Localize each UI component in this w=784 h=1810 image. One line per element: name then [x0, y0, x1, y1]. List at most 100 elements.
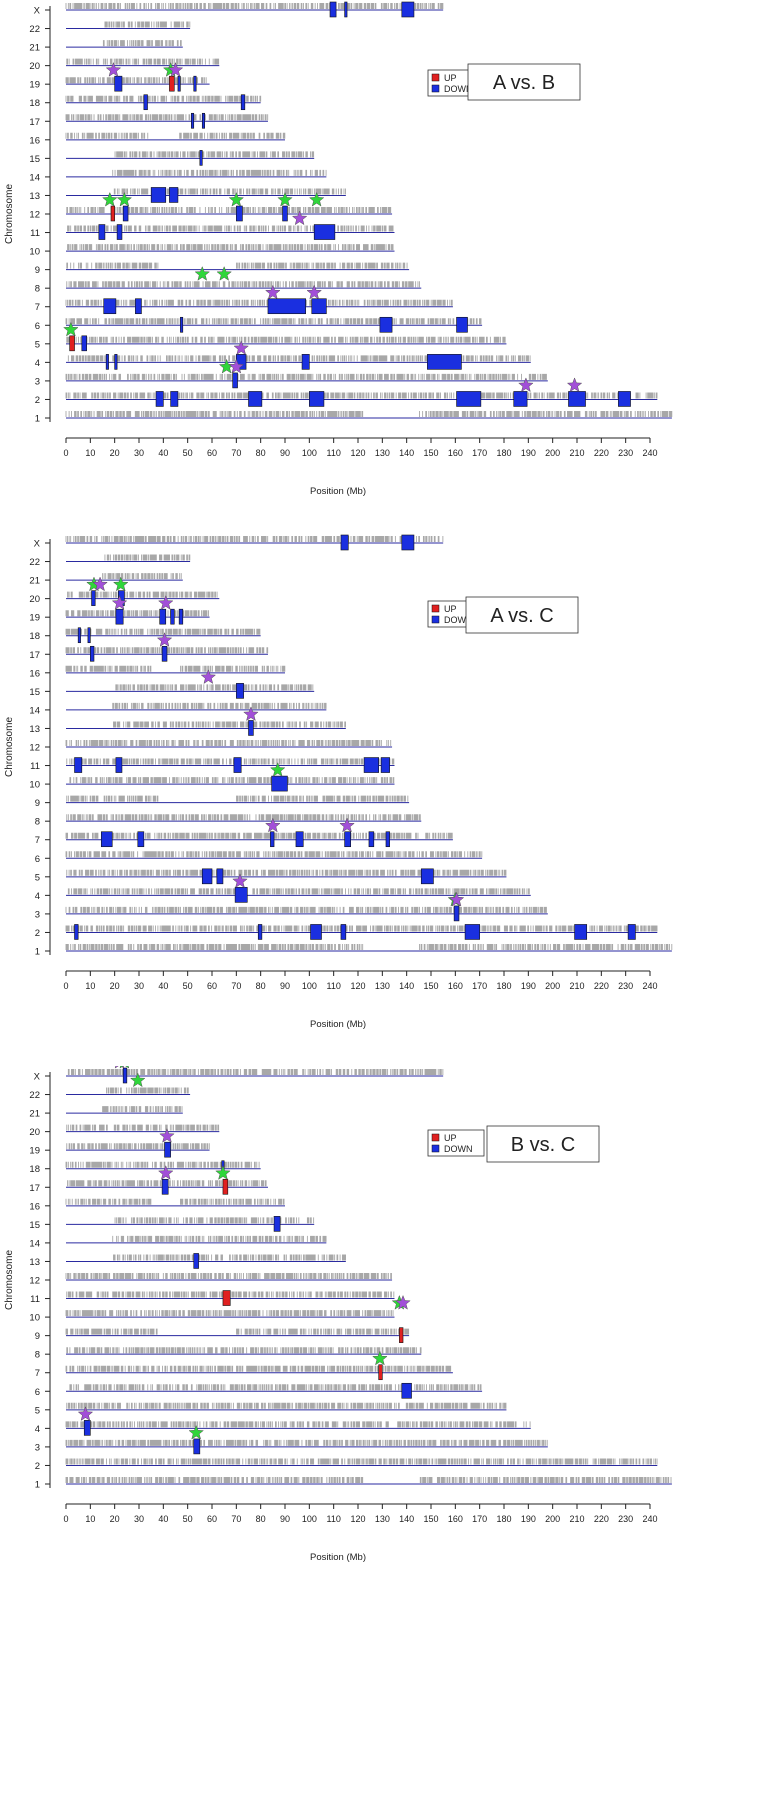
x-tick-label: 20: [110, 448, 120, 458]
region-down-chr6: [456, 316, 468, 333]
chromosome-track-3: [65, 373, 548, 382]
x-tick-label: 200: [545, 448, 560, 458]
region-down-chrX: [122, 1067, 128, 1084]
x-tick-label: 130: [375, 448, 390, 458]
y-tick-label: 18: [29, 98, 40, 109]
probe-ticks: [66, 1143, 210, 1150]
chromosome-track-1: [65, 1477, 672, 1485]
chromosome-track-6: [66, 1384, 483, 1392]
x-tick-label: 180: [496, 1514, 511, 1524]
probe-ticks: [65, 851, 483, 858]
probe-ticks: [65, 944, 673, 950]
chromosome-track-13: [66, 1254, 346, 1262]
region-down-chr4: [114, 354, 118, 370]
region-down-chr11: [98, 224, 106, 240]
star-green-chr12: [102, 191, 118, 207]
x-tick-label: 120: [350, 981, 365, 991]
y-tick-label: 19: [29, 1146, 40, 1157]
region-up-chr11: [222, 1290, 231, 1306]
star-purple-chr20: [92, 576, 108, 592]
y-tick-label: 21: [29, 43, 40, 54]
probe-ticks: [66, 1402, 507, 1409]
x-tick-label: 110: [326, 981, 340, 991]
y-tick-label: 6: [35, 1387, 40, 1398]
chromosome-track-20: [66, 591, 220, 600]
x-tick-label: 210: [569, 1514, 584, 1524]
probe-ticks: [65, 647, 269, 654]
region-up-chr7: [378, 1364, 383, 1381]
probe-ticks: [65, 1365, 452, 1372]
x-tick-label: 0: [63, 448, 68, 458]
legend-swatch-up: [431, 1133, 440, 1142]
region-up-chr5: [69, 335, 75, 352]
star-purple-chr13: [243, 706, 259, 722]
y-tick-label: 16: [29, 1201, 40, 1212]
x-tick-label: 170: [472, 1514, 487, 1524]
chromosome-track-12: [65, 740, 393, 748]
y-tick-label: 14: [29, 1238, 40, 1249]
probe-ticks: [66, 1124, 220, 1131]
x-tick-label: 150: [423, 981, 438, 991]
x-axis-label: Position (Mb): [310, 486, 366, 497]
region-down-chr2: [627, 924, 636, 940]
x-tick-label: 40: [158, 1514, 168, 1524]
chromosome-track-12: [65, 1273, 393, 1281]
y-tick-label: 20: [29, 61, 40, 72]
chromosome-track-15: [66, 684, 315, 692]
y-tick-label: 22: [29, 24, 40, 35]
probe-ticks: [65, 3, 444, 9]
region-down-chr19: [115, 608, 124, 625]
y-tick-label: 19: [29, 613, 40, 624]
x-tick-label: 30: [134, 1514, 144, 1524]
y-tick-label: 13: [29, 724, 40, 735]
region-down-chr2: [618, 391, 631, 407]
y-tick-label: 13: [29, 1257, 40, 1268]
y-tick-label: 4: [35, 891, 40, 902]
y-tick-label: 9: [35, 1331, 40, 1342]
region-down-chr2: [309, 391, 325, 407]
probe-ticks: [65, 1273, 392, 1279]
x-tick-label: 30: [134, 981, 144, 991]
probe-ticks: [65, 1477, 672, 1483]
x-tick-label: 40: [158, 448, 168, 458]
region-down-chr5: [216, 868, 224, 885]
region-down-chr7: [368, 831, 375, 848]
probe-ticks: [65, 832, 453, 839]
x-tick-label: 100: [302, 1514, 317, 1524]
chromosome-track-X: [65, 3, 444, 11]
star-green-chr8: [194, 265, 211, 281]
x-tick-label: 50: [183, 448, 193, 458]
y-axis-label: Chromosome: [4, 1250, 15, 1310]
chromosome-track-7: [65, 299, 453, 308]
y-tick-label: 8: [35, 284, 40, 295]
x-tick-label: 130: [375, 981, 390, 991]
y-tick-label: 7: [35, 302, 40, 313]
probe-ticks: [114, 151, 315, 158]
region-down-chr3: [453, 905, 460, 922]
probe-ticks: [69, 1384, 482, 1391]
region-down-chr7: [137, 831, 145, 848]
probe-ticks: [66, 1347, 422, 1354]
chromosome-track-11: [66, 225, 395, 234]
region-down-chr18: [240, 94, 246, 111]
star-green-chr8: [216, 265, 232, 281]
region-down-chr13: [169, 187, 179, 203]
probe-ticks: [65, 1421, 531, 1428]
region-down-chr19: [170, 608, 175, 625]
chromosome-track-20: [66, 1124, 220, 1133]
region-down-chr6: [401, 1382, 412, 1399]
x-tick-label: 210: [569, 981, 584, 991]
chromosome-track-20: [66, 58, 220, 67]
star-purple-chr4: [233, 340, 249, 355]
chromosome-track-18: [65, 1161, 261, 1170]
probe-ticks: [66, 869, 507, 876]
y-tick-label: 5: [35, 339, 40, 350]
star-green-chr17: [215, 1165, 231, 1180]
chromosome-track-10: [66, 777, 395, 785]
x-tick-label: 60: [207, 981, 217, 991]
region-down-chrX: [401, 1, 415, 18]
x-tick-label: 190: [521, 981, 536, 991]
probe-ticks: [104, 554, 191, 561]
region-down-chr4: [234, 887, 248, 903]
